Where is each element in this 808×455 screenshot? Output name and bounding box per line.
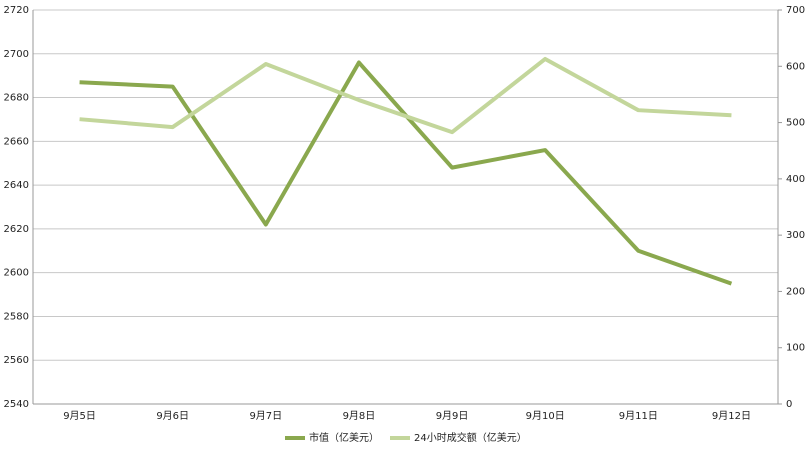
y-tick-label: 2720 [4,5,29,16]
y-tick-label: 2580 [4,311,29,322]
legend-label: 24小时成交额（亿美元） [414,431,527,444]
x-tick-label: 9月6日 [156,410,189,422]
y2-tick-label: 400 [786,174,805,185]
y-tick-label: 2700 [4,49,29,60]
x-tick-label: 9月11日 [619,410,658,422]
x-tick-label: 9月10日 [526,410,565,422]
y2-tick-label: 300 [786,230,805,241]
y2-tick-label: 500 [786,118,805,129]
y2-tick-label: 100 [786,343,805,354]
y-tick-label: 2680 [4,93,29,104]
y-tick-label: 2600 [4,268,29,279]
x-tick-label: 9月9日 [436,410,469,422]
y2-tick-label: 0 [786,399,792,410]
y-tick-label: 2620 [4,224,29,235]
x-tick-label: 9月7日 [249,410,282,422]
y-tick-label: 2640 [4,180,29,191]
y2-tick-label: 600 [786,61,805,72]
y-tick-label: 2660 [4,136,29,147]
x-tick-label: 9月12日 [712,410,751,422]
y2-tick-label: 700 [786,5,805,16]
x-tick-label: 9月5日 [63,410,96,422]
y-tick-label: 2540 [4,399,29,410]
y2-tick-label: 200 [786,286,805,297]
x-tick-label: 9月8日 [343,410,376,422]
legend-label: 市值（亿美元） [309,431,379,444]
y-tick-label: 2560 [4,355,29,366]
series-line [79,56,732,135]
